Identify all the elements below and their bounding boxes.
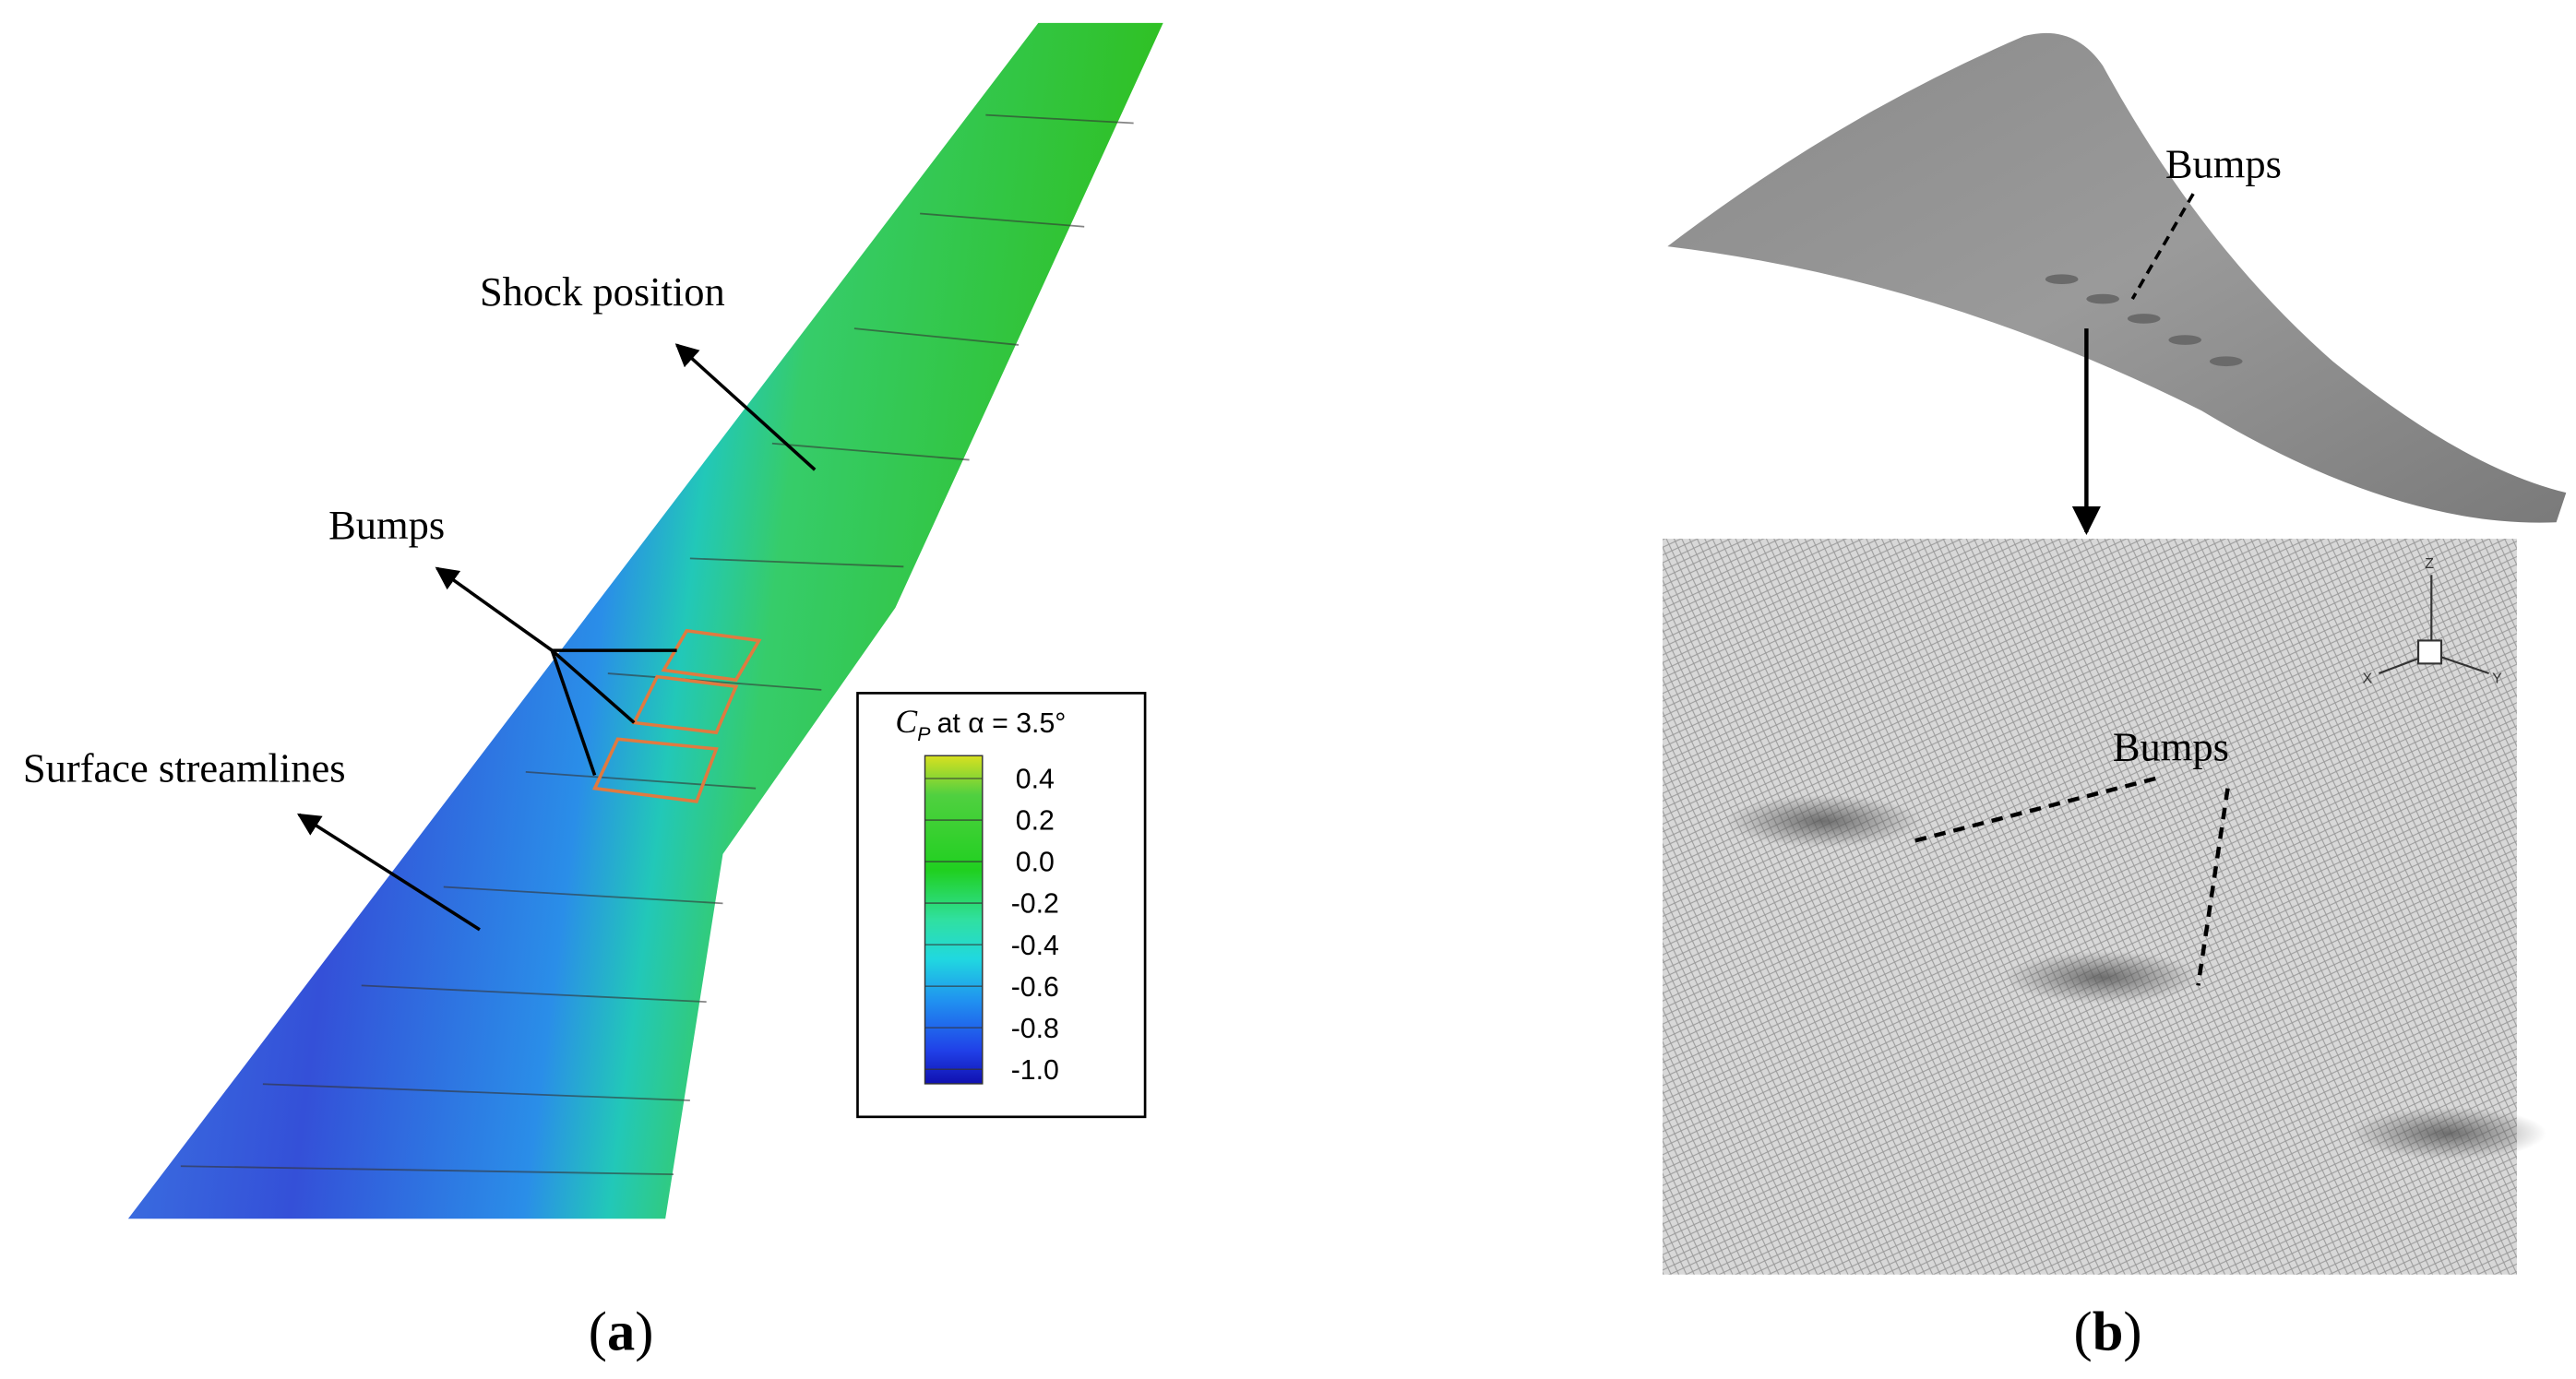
colorbar: 0.4 0.2 0.0 -0.2 -0.4 -0.6 -0.8 -1.0 (924, 755, 1059, 1086)
colorbar-tick-label: 0.0 (1016, 848, 1055, 878)
colorbar-frame (856, 692, 1147, 1119)
colorbar-tick-label: -0.8 (1011, 1014, 1059, 1044)
axis-x: X (2363, 671, 2373, 687)
colorbar-tick-label: -1.0 (1011, 1055, 1059, 1086)
axis-z: Z (2425, 555, 2434, 572)
streamlines (180, 113, 1134, 1176)
label-bumps-detail: Bumps (2113, 723, 2229, 769)
colorbar-tick-label: -0.6 (1011, 972, 1059, 1003)
label-streamlines: Surface streamlines (23, 745, 346, 791)
caption-a: (a) (589, 1302, 654, 1363)
label-shock: Shock position (480, 268, 725, 315)
dashed-pointer (2130, 193, 2195, 300)
colorbar-tick-label: 0.4 (1016, 765, 1055, 795)
colorbar-title: CP at α = 3.5° (895, 703, 1066, 745)
annotation-arrows (296, 343, 817, 932)
label-bumps: Bumps (328, 502, 445, 548)
bump-boxes (591, 628, 762, 803)
axis-y: Y (2492, 671, 2502, 687)
colorbar-scale (924, 755, 984, 1085)
bump-shadows (1724, 794, 2546, 1160)
wing-3d (1667, 32, 2567, 523)
caption-b: (b) (2074, 1302, 2142, 1363)
colorbar-tick-label: 0.2 (1016, 806, 1055, 837)
colorbar-tick-label: -0.4 (1011, 931, 1059, 961)
mesh-detail (1662, 539, 2517, 1275)
label-bumps-top: Bumps (2165, 140, 2282, 186)
dashed-pointers (1913, 776, 2230, 986)
wing-surface (127, 22, 1163, 1219)
bump-marks (2045, 274, 2243, 367)
colorbar-tick-label: -0.2 (1011, 889, 1059, 920)
axis-triad: Z X Y (2363, 555, 2503, 687)
